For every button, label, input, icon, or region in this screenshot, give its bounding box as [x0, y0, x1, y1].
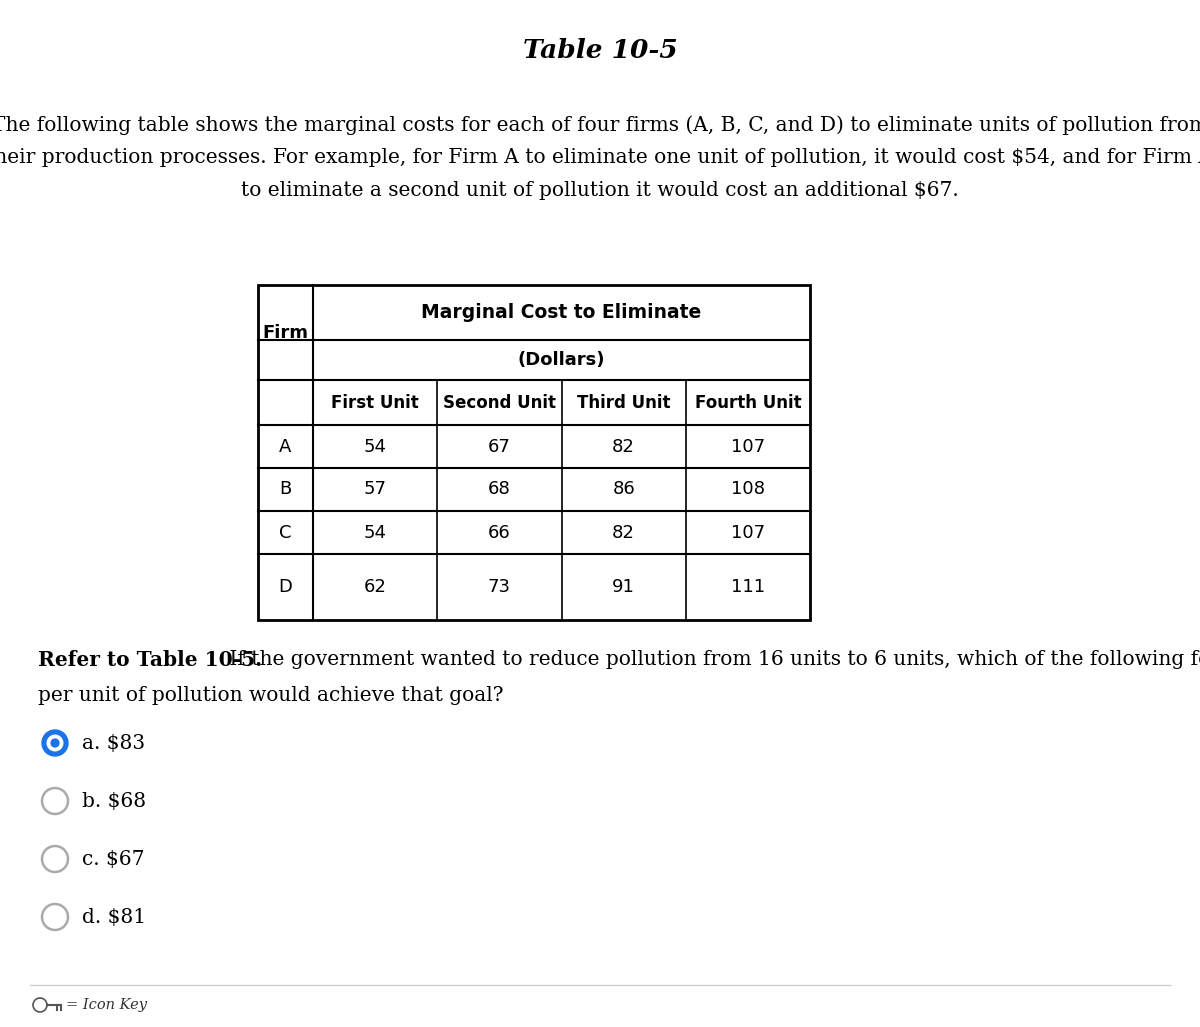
Text: Table 10-5: Table 10-5 [523, 38, 677, 63]
Text: A: A [280, 438, 292, 456]
Circle shape [42, 730, 68, 756]
Circle shape [52, 739, 59, 747]
Text: 82: 82 [612, 438, 635, 456]
Text: 107: 107 [731, 438, 764, 456]
Text: 54: 54 [364, 438, 386, 456]
Text: Firm: Firm [263, 324, 308, 342]
Text: Second Unit: Second Unit [443, 393, 556, 412]
Text: (Dollars): (Dollars) [517, 351, 605, 369]
Text: 66: 66 [488, 524, 511, 541]
Text: to eliminate a second unit of pollution it would cost an additional $67.: to eliminate a second unit of pollution … [241, 181, 959, 200]
Text: Third Unit: Third Unit [577, 393, 671, 412]
Text: = Icon Key: = Icon Key [66, 998, 148, 1012]
Text: Marginal Cost to Eliminate: Marginal Cost to Eliminate [421, 303, 702, 322]
Text: 107: 107 [731, 524, 764, 541]
Text: The following table shows the marginal costs for each of four firms (A, B, C, an: The following table shows the marginal c… [0, 115, 1200, 135]
Text: 67: 67 [488, 438, 511, 456]
Text: Refer to Table 10-5.: Refer to Table 10-5. [38, 650, 262, 670]
Text: 57: 57 [364, 481, 386, 498]
Text: Fourth Unit: Fourth Unit [695, 393, 802, 412]
Text: 54: 54 [364, 524, 386, 541]
Text: C: C [280, 524, 292, 541]
Text: 82: 82 [612, 524, 635, 541]
Text: 108: 108 [731, 481, 764, 498]
Text: c. $67: c. $67 [82, 849, 144, 869]
Text: a. $83: a. $83 [82, 733, 145, 753]
Circle shape [47, 735, 62, 751]
Text: their production processes. For example, for Firm A to eliminate one unit of pol: their production processes. For example,… [0, 148, 1200, 167]
Bar [258, 286, 810, 620]
Text: 62: 62 [364, 578, 386, 596]
Text: First Unit: First Unit [331, 393, 419, 412]
Text: d. $81: d. $81 [82, 908, 146, 926]
Text: If the government wanted to reduce pollution from 16 units to 6 units, which of : If the government wanted to reduce pollu… [223, 650, 1200, 669]
Text: 73: 73 [488, 578, 511, 596]
Text: B: B [280, 481, 292, 498]
Text: D: D [278, 578, 293, 596]
Text: per unit of pollution would achieve that goal?: per unit of pollution would achieve that… [38, 686, 504, 705]
Text: b. $68: b. $68 [82, 792, 146, 810]
Text: 91: 91 [612, 578, 635, 596]
Text: 86: 86 [612, 481, 635, 498]
Text: 68: 68 [488, 481, 511, 498]
Text: 111: 111 [731, 578, 764, 596]
